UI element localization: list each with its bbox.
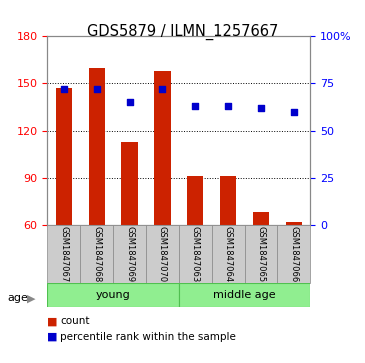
Bar [146,225,179,283]
Bar [121,142,138,225]
Text: GSM1847067: GSM1847067 [59,226,68,282]
Bar [187,176,204,225]
Text: GSM1847070: GSM1847070 [158,226,167,282]
Text: percentile rank within the sample: percentile rank within the sample [60,332,236,342]
Point [94,86,100,92]
Text: GSM1847069: GSM1847069 [125,226,134,282]
Text: young: young [96,290,131,300]
Text: GSM1847063: GSM1847063 [191,226,200,282]
Point [127,99,132,105]
Text: ▶: ▶ [27,293,35,303]
Point [160,86,165,92]
Bar [80,225,113,283]
Bar [220,176,237,225]
Text: middle age: middle age [213,290,276,300]
Point [225,103,231,109]
Bar [47,283,179,307]
Text: age: age [7,293,28,303]
Point [61,86,67,92]
Bar [253,212,269,225]
Bar [113,225,146,283]
Point [192,103,198,109]
Point [291,109,297,115]
Bar [89,68,105,225]
Bar [154,71,171,225]
Bar [286,222,302,225]
Text: GSM1847065: GSM1847065 [257,226,265,282]
Bar [56,88,72,225]
Bar [179,283,310,307]
Bar [212,225,245,283]
Text: count: count [60,316,90,326]
Text: ■: ■ [47,332,58,342]
Bar [47,225,80,283]
Text: GDS5879 / ILMN_1257667: GDS5879 / ILMN_1257667 [87,24,278,40]
Bar [277,225,310,283]
Point [258,105,264,111]
Text: GSM1847068: GSM1847068 [92,226,101,282]
Text: GSM1847066: GSM1847066 [289,226,298,282]
Text: ■: ■ [47,316,58,326]
Text: GSM1847064: GSM1847064 [224,226,233,282]
Bar [179,225,212,283]
Bar [245,225,277,283]
